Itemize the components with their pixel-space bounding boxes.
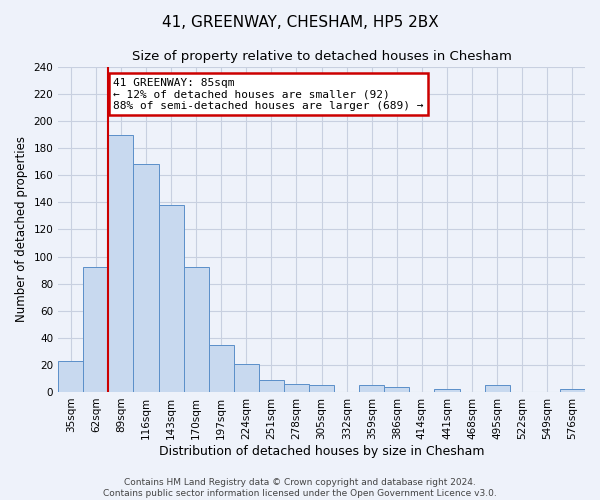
- Bar: [234, 364, 259, 392]
- Bar: [158, 205, 184, 392]
- Text: Contains HM Land Registry data © Crown copyright and database right 2024.
Contai: Contains HM Land Registry data © Crown c…: [103, 478, 497, 498]
- Bar: [560, 389, 585, 392]
- Bar: [259, 380, 284, 392]
- Bar: [385, 386, 409, 392]
- Bar: [434, 389, 460, 392]
- Y-axis label: Number of detached properties: Number of detached properties: [15, 136, 28, 322]
- Bar: [209, 344, 234, 392]
- Bar: [485, 385, 510, 392]
- Bar: [184, 268, 209, 392]
- Bar: [284, 384, 309, 392]
- Title: Size of property relative to detached houses in Chesham: Size of property relative to detached ho…: [131, 50, 512, 63]
- Bar: [359, 385, 385, 392]
- Bar: [58, 361, 83, 392]
- Text: 41 GREENWAY: 85sqm
← 12% of detached houses are smaller (92)
88% of semi-detache: 41 GREENWAY: 85sqm ← 12% of detached hou…: [113, 78, 424, 111]
- X-axis label: Distribution of detached houses by size in Chesham: Distribution of detached houses by size …: [159, 444, 484, 458]
- Text: 41, GREENWAY, CHESHAM, HP5 2BX: 41, GREENWAY, CHESHAM, HP5 2BX: [161, 15, 439, 30]
- Bar: [83, 268, 109, 392]
- Bar: [133, 164, 158, 392]
- Bar: [109, 134, 133, 392]
- Bar: [309, 385, 334, 392]
